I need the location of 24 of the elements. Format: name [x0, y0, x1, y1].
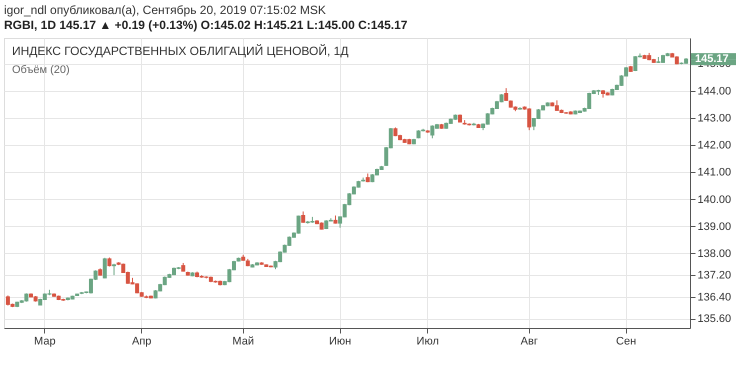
x-tick-label: Авг: [520, 336, 538, 348]
y-tick-label: 143.00: [698, 112, 732, 124]
x-tick-label: Май: [232, 336, 254, 348]
x-tick-label: Июл: [416, 336, 439, 348]
x-tick-label: Июн: [328, 336, 352, 348]
x-tick-label: Мар: [34, 336, 56, 348]
y-tick-label: 138.00: [698, 248, 732, 260]
x-tick-label: Апр: [132, 336, 152, 348]
y-tick-label: 140.00: [698, 194, 732, 206]
y-tick-label: 135.60: [698, 313, 732, 326]
annotation: ИНДЕКС ГОСУДАРСТВЕННЫХ ОБЛИГАЦИЙ ЦЕНОВОЙ, 1Д: [12, 44, 348, 58]
y-tick-label: 141.00: [698, 166, 732, 179]
x-tick-label: Сен: [616, 336, 636, 348]
y-tick-label: 144.00: [698, 85, 732, 98]
y-tick-label: 137.20: [698, 270, 732, 282]
y-tick-label: 139.00: [698, 220, 732, 233]
y-tick-label: 142.00: [698, 140, 732, 152]
candlestick: [102, 257, 107, 279]
chart-subtitle: RGBI, 1D 145.17 ▲ +0.19 (+0.13%) O:145.02 H:145.21 L:145.00 C:145.17: [4, 18, 408, 32]
chart-title: igor_ndl опубликовал(а), Сентябрь 20, 2019 07:15:02 MSK: [4, 3, 326, 17]
candlestick: [301, 210, 306, 224]
y-tick-label: 136.40: [698, 291, 732, 304]
annotation: Объём (20): [12, 64, 70, 76]
candlestick: [112, 263, 116, 276]
